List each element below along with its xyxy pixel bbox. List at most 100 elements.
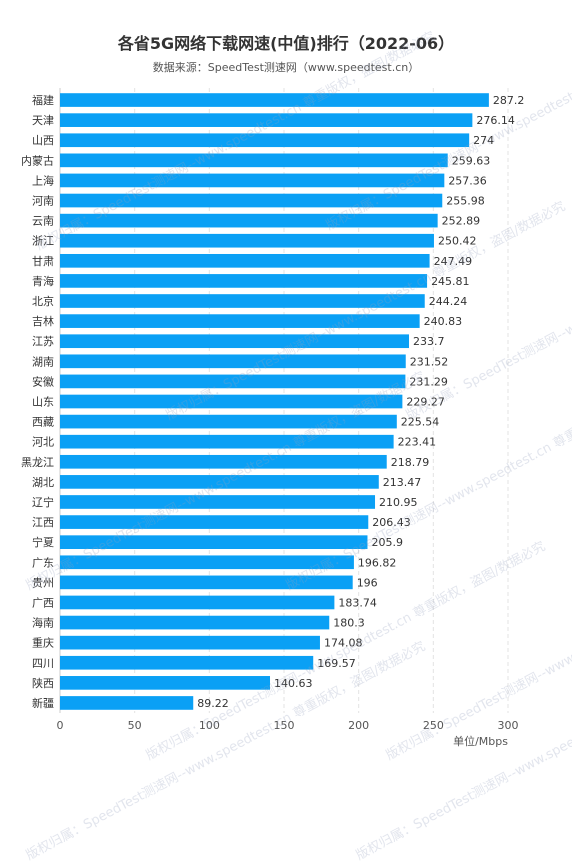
bar — [60, 635, 320, 650]
category-label: 山东 — [32, 396, 54, 409]
data-label: 218.79 — [391, 456, 430, 469]
data-label: 140.63 — [274, 677, 313, 690]
bar — [60, 213, 438, 228]
category-label: 重庆 — [32, 636, 54, 650]
bar — [60, 434, 394, 449]
bar — [60, 314, 420, 328]
chart-subtitle: 数据来源：SpeedTest测速网（www.speedtest.cn） — [152, 61, 420, 74]
bar — [60, 133, 470, 148]
x-tick-label: 150 — [274, 719, 295, 732]
category-label: 江西 — [32, 516, 54, 529]
bar — [60, 595, 335, 610]
category-label: 云南 — [32, 215, 54, 228]
category-label: 吉林 — [32, 314, 54, 328]
bar — [60, 354, 406, 369]
category-label: 陕西 — [32, 676, 54, 690]
data-label: 225.54 — [401, 416, 440, 429]
x-tick-label: 250 — [423, 719, 444, 732]
data-label: 231.52 — [410, 355, 449, 368]
bar — [60, 555, 354, 570]
category-label: 西藏 — [32, 416, 54, 429]
category-label: 辽宁 — [32, 495, 54, 509]
bar — [60, 575, 353, 590]
data-label: 210.95 — [379, 496, 418, 509]
data-label: 240.83 — [424, 315, 463, 328]
data-label: 206.43 — [372, 516, 411, 529]
data-label: 247.49 — [434, 255, 473, 268]
bar — [60, 274, 428, 288]
data-label: 257.36 — [448, 174, 487, 187]
data-label: 287.2 — [493, 94, 525, 107]
category-label: 广西 — [32, 596, 54, 609]
bar — [60, 233, 434, 248]
category-label: 天津 — [32, 114, 54, 127]
bar — [60, 193, 443, 208]
bar — [60, 615, 330, 630]
data-label: 259.63 — [452, 154, 491, 167]
category-label: 福建 — [32, 93, 54, 107]
data-label: 255.98 — [446, 195, 485, 208]
bar — [60, 113, 473, 127]
category-label: 浙江 — [32, 235, 54, 248]
data-label: 233.7 — [413, 335, 445, 348]
x-axis-label: 单位/Mbps — [453, 734, 508, 748]
bar — [60, 394, 403, 409]
bar — [60, 535, 368, 550]
bar — [60, 655, 314, 670]
data-label: 223.41 — [398, 436, 437, 449]
category-label: 黑龙江 — [21, 456, 54, 469]
category-label: 江苏 — [32, 335, 54, 348]
data-label: 183.74 — [338, 596, 377, 609]
bar — [60, 173, 445, 188]
data-label: 231.29 — [409, 375, 448, 388]
data-label: 169.57 — [317, 657, 356, 670]
category-label: 湖南 — [32, 355, 54, 368]
bar — [60, 334, 409, 349]
bar — [60, 515, 369, 529]
bar — [60, 475, 379, 489]
bar — [60, 294, 425, 308]
data-label: 276.14 — [476, 114, 515, 127]
data-label: 213.47 — [383, 476, 422, 489]
bar — [60, 696, 194, 710]
bar — [60, 374, 406, 389]
data-label: 252.89 — [442, 215, 481, 228]
bar — [60, 153, 448, 168]
category-label: 安徽 — [32, 374, 54, 388]
category-label: 山西 — [32, 134, 54, 147]
data-label: 174.08 — [324, 637, 363, 650]
category-label: 四川 — [32, 657, 54, 670]
data-label: 196 — [357, 576, 378, 589]
data-label: 274 — [473, 134, 494, 147]
category-label: 海南 — [32, 616, 54, 630]
data-label: 245.81 — [431, 275, 470, 288]
bar — [60, 676, 271, 690]
category-label: 广东 — [32, 556, 54, 569]
bar-chart: 福建天津山西内蒙古上海河南云南浙江甘肃青海北京吉林江苏湖南安徽山东西藏河北黑龙江… — [21, 88, 525, 748]
bar — [60, 93, 489, 107]
category-label: 北京 — [32, 294, 54, 308]
data-label: 205.9 — [371, 536, 403, 549]
data-label: 229.27 — [406, 396, 445, 409]
data-label: 250.42 — [438, 235, 477, 248]
category-label: 宁夏 — [32, 535, 54, 549]
category-label: 河北 — [32, 436, 54, 449]
bar — [60, 495, 376, 509]
category-label: 湖北 — [32, 476, 54, 489]
chart-title: 各省5G网络下载网速(中值)排行（2022-06） — [117, 34, 455, 53]
data-label: 89.22 — [197, 697, 229, 710]
category-label: 上海 — [32, 173, 54, 187]
data-label: 244.24 — [429, 295, 468, 308]
bar — [60, 454, 387, 469]
category-label: 河南 — [32, 195, 54, 208]
bar — [60, 253, 430, 268]
data-label: 180.3 — [333, 617, 365, 630]
x-tick-label: 100 — [199, 719, 220, 732]
x-tick-label: 0 — [57, 719, 64, 732]
data-label: 196.82 — [358, 556, 397, 569]
bar — [60, 414, 397, 429]
x-tick-label: 300 — [498, 719, 519, 732]
category-label: 青海 — [32, 274, 54, 288]
category-label: 内蒙古 — [21, 153, 54, 167]
x-tick-label: 200 — [348, 719, 369, 732]
